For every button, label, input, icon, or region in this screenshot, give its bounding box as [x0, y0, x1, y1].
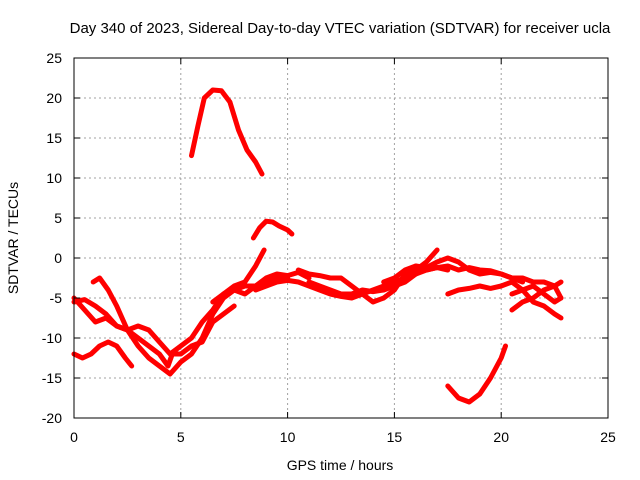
y-axis-label: SDTVAR / TECUs — [5, 182, 21, 294]
y-tick-label: 10 — [46, 170, 62, 186]
series-arc2 — [250, 218, 295, 241]
axis-ticks: 0 5 10 15 20 25 -20 -15 -10 -5 0 5 10 15 20 25 — [42, 50, 616, 445]
plot-frame — [73, 57, 609, 419]
series-arc14 — [509, 283, 564, 313]
series-arc15 — [509, 283, 564, 305]
series-arc13 — [445, 279, 564, 321]
y-tick-label: -10 — [42, 330, 62, 346]
x-tick-label: 0 — [70, 429, 78, 445]
x-tick-label: 25 — [600, 429, 616, 445]
y-tick-label: 15 — [46, 130, 62, 146]
y-tick-label: -5 — [50, 290, 63, 306]
series-arc9 — [295, 247, 440, 305]
series-arc12 — [413, 263, 564, 289]
data-series — [71, 87, 564, 405]
y-tick-label: -15 — [42, 370, 62, 386]
series-arc3 — [71, 339, 135, 369]
series-arc7 — [210, 269, 312, 305]
y-tick-label: 5 — [54, 210, 62, 226]
x-tick-label: 10 — [280, 429, 296, 445]
x-tick-label: 5 — [177, 429, 185, 445]
series-arc16 — [445, 343, 508, 405]
chart-title: Day 340 of 2023, Sidereal Day-to-day VTE… — [70, 20, 611, 37]
x-tick-label: 20 — [493, 429, 509, 445]
y-tick-label: 0 — [54, 250, 62, 266]
y-tick-label: 25 — [46, 50, 62, 66]
x-axis-label: GPS time / hours — [287, 457, 394, 473]
series-arc6 — [71, 247, 267, 357]
x-tick-label: 15 — [387, 429, 403, 445]
y-tick-label: -20 — [42, 410, 62, 426]
series-arc1 — [189, 87, 265, 177]
y-tick-label: 20 — [46, 90, 62, 106]
series-arc10 — [306, 271, 419, 297]
